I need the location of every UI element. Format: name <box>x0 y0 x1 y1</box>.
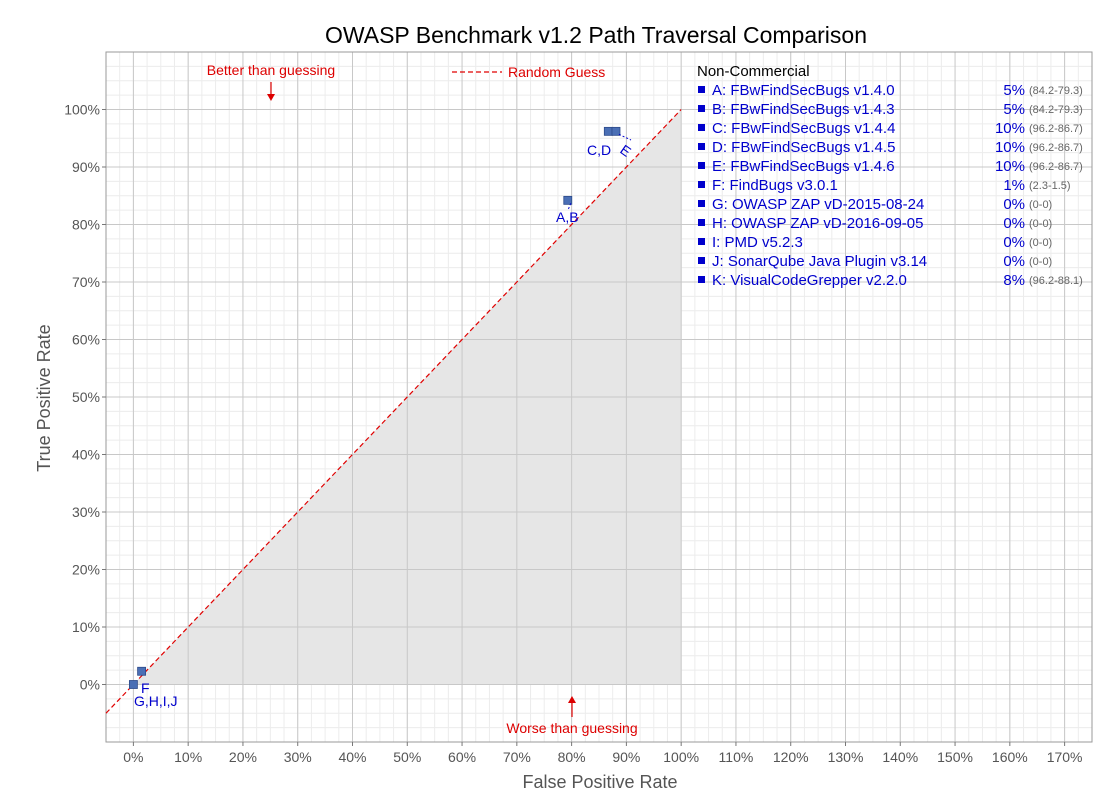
point-label: F <box>141 680 150 696</box>
x-tick-label: 80% <box>558 749 586 765</box>
legend-marker <box>698 124 705 131</box>
better-annotation: Better than guessing <box>207 62 335 78</box>
point-label: C,D <box>587 142 611 158</box>
x-tick-label: 20% <box>229 749 257 765</box>
legend-item-score: 10% <box>995 120 1025 137</box>
legend-item-score: 0% <box>1003 196 1025 213</box>
legend-marker <box>698 105 705 112</box>
y-tick-label: 40% <box>72 447 100 463</box>
y-tick-label: 60% <box>72 332 100 348</box>
x-tick-label: 160% <box>992 749 1028 765</box>
legend-item-score: 0% <box>1003 234 1025 251</box>
legend-marker <box>698 276 705 283</box>
worse-arrow-head <box>568 696 576 703</box>
legend-marker <box>698 143 705 150</box>
x-tick-label: 150% <box>937 749 973 765</box>
y-tick-label: 90% <box>72 159 100 175</box>
y-tick-label: 50% <box>72 389 100 405</box>
random-guess-line <box>105 109 682 714</box>
legend-marker <box>698 200 705 207</box>
x-tick-label: 90% <box>612 749 640 765</box>
y-axis-label: True Positive Rate <box>34 324 54 471</box>
legend-marker <box>698 238 705 245</box>
y-tick-label: 10% <box>72 619 100 635</box>
data-point <box>611 126 621 136</box>
legend-item-name: K: VisualCodeGrepper v2.2.0 <box>712 272 907 289</box>
data-point <box>137 666 147 676</box>
x-tick-label: 40% <box>338 749 366 765</box>
x-tick-label: 60% <box>448 749 476 765</box>
legend-item-name: B: FBwFindSecBugs v1.4.3 <box>712 101 895 118</box>
legend-item-range: (84.2-79.3) <box>1029 85 1083 97</box>
legend-item-range: (2.3-1.5) <box>1029 180 1071 192</box>
legend-marker <box>698 86 705 93</box>
point-label: A,B <box>556 209 579 225</box>
legend-marker <box>698 181 705 188</box>
data-point <box>603 126 613 136</box>
legend-item-score: 0% <box>1003 253 1025 270</box>
x-tick-label: 30% <box>284 749 312 765</box>
legend-item-score: 10% <box>995 158 1025 175</box>
legend-item-name: J: SonarQube Java Plugin v3.14 <box>712 253 927 270</box>
legend-marker <box>698 162 705 169</box>
x-tick-label: 10% <box>174 749 202 765</box>
legend-item-range: (96.2-86.7) <box>1029 123 1083 135</box>
legend-item-name: F: FindBugs v3.0.1 <box>712 177 838 194</box>
y-tick-label: 80% <box>72 217 100 233</box>
legend-item-name: C: FBwFindSecBugs v1.4.4 <box>712 120 895 137</box>
legend-item-range: (0-0) <box>1029 237 1052 249</box>
x-tick-label: 120% <box>773 749 809 765</box>
legend-item-range: (0-0) <box>1029 218 1052 230</box>
legend-item-range: (96.2-88.1) <box>1029 275 1083 287</box>
legend-item-score: 8% <box>1003 272 1025 289</box>
y-tick-label: 0% <box>80 677 100 693</box>
x-tick-label: 0% <box>123 749 143 765</box>
chart-title: OWASP Benchmark v1.2 Path Traversal Comp… <box>325 22 867 48</box>
legend-item-name: D: FBwFindSecBugs v1.4.5 <box>712 139 895 156</box>
legend-item-name: A: FBwFindSecBugs v1.4.0 <box>712 82 895 99</box>
legend-header: Non-Commercial <box>697 63 810 80</box>
x-tick-label: 110% <box>719 749 754 765</box>
y-tick-label: 30% <box>72 504 100 520</box>
legend-marker <box>698 219 705 226</box>
legend-item-name: G: OWASP ZAP vD-2015-08-24 <box>712 196 924 213</box>
point-label-leader <box>567 203 572 211</box>
better-arrow-head <box>267 94 275 101</box>
worse-annotation: Worse than guessing <box>506 720 637 736</box>
legend-item-score: 5% <box>1003 82 1025 99</box>
legend-item-range: (84.2-79.3) <box>1029 104 1083 116</box>
legend-marker <box>698 257 705 264</box>
y-tick-label: 100% <box>64 102 100 118</box>
x-tick-label: 130% <box>828 749 864 765</box>
legend-item-range: (0-0) <box>1029 256 1052 268</box>
x-tick-label: 100% <box>663 749 699 765</box>
x-tick-label: 50% <box>393 749 421 765</box>
legend-item-score: 1% <box>1003 177 1025 194</box>
x-tick-label: 70% <box>503 749 531 765</box>
point-label: G,H,I,J <box>134 693 178 709</box>
legend-item-range: (0-0) <box>1029 199 1052 211</box>
legend-item-score: 5% <box>1003 101 1025 118</box>
legend-item-range: (96.2-86.7) <box>1029 142 1083 154</box>
y-tick-label: 70% <box>72 274 100 290</box>
x-tick-label: 170% <box>1047 749 1083 765</box>
data-point <box>563 195 573 205</box>
legend-item-name: H: OWASP ZAP vD-2016-09-05 <box>712 215 923 232</box>
legend-item-name: I: PMD v5.2.3 <box>712 234 803 251</box>
y-tick-label: 20% <box>72 562 100 578</box>
x-axis-label: False Positive Rate <box>522 772 677 792</box>
data-point <box>128 680 138 689</box>
legend-item-score: 0% <box>1003 215 1025 232</box>
random-guess-legend-label: Random Guess <box>508 64 605 80</box>
legend-item-name: E: FBwFindSecBugs v1.4.6 <box>712 158 895 175</box>
legend-item-score: 10% <box>995 139 1025 156</box>
legend-item-range: (96.2-86.7) <box>1029 161 1083 173</box>
x-tick-label: 140% <box>882 749 918 765</box>
